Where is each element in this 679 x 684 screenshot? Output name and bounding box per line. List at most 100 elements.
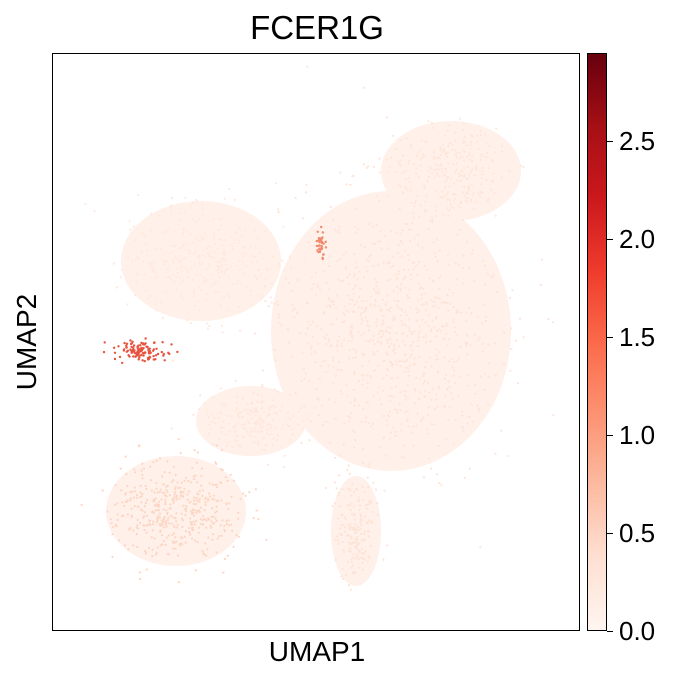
cell-point (431, 387, 434, 390)
hotspot-center (315, 244, 319, 248)
cell-point (354, 225, 357, 229)
cell-point (203, 279, 206, 282)
cell-point (419, 286, 422, 289)
cell-point (231, 445, 234, 448)
cell-point (310, 345, 313, 348)
cell-point (304, 333, 307, 336)
cell-point (386, 262, 389, 265)
cell-point (473, 174, 476, 177)
cell-point (159, 530, 162, 534)
cell-point (236, 435, 240, 438)
cell-point (473, 280, 476, 283)
cell-point (253, 421, 256, 424)
cell-point (233, 439, 236, 442)
cell-point (368, 557, 371, 560)
cell-point (501, 150, 504, 153)
cell-point (162, 526, 165, 529)
colorbar-tick-mark (607, 238, 613, 240)
cell-point (465, 342, 468, 345)
cell-point (382, 314, 385, 317)
cell-point (192, 499, 196, 502)
cell-point (332, 323, 335, 326)
cell-point (181, 297, 184, 300)
cell-point (477, 147, 480, 151)
cell-point (215, 519, 218, 522)
cell-point (380, 403, 383, 406)
cell-point (133, 486, 136, 489)
hotspot-left (141, 359, 144, 362)
cell-point (122, 514, 125, 517)
cell-point (363, 246, 366, 249)
cell-point (189, 533, 192, 536)
cell-point (206, 252, 209, 255)
cell-point (437, 387, 440, 390)
cell-point (462, 122, 465, 125)
cell-point (334, 481, 337, 484)
cell-point (380, 335, 383, 338)
cell-point (399, 232, 402, 235)
cell-point (398, 402, 401, 405)
cell-point (347, 357, 350, 360)
cell-point (405, 390, 408, 393)
cell-point (422, 476, 426, 479)
cell-point (257, 418, 260, 421)
hotspot-left (113, 351, 117, 354)
cell-point (234, 230, 237, 234)
cell-point (306, 65, 309, 68)
cell-point (192, 295, 195, 298)
cell-point (436, 173, 439, 176)
cell-point (353, 272, 356, 276)
cell-point (423, 264, 426, 267)
cell-point (259, 415, 262, 418)
cell-point (211, 420, 214, 423)
cell-point (207, 252, 211, 255)
cell-point (419, 330, 422, 333)
cell-point (365, 374, 368, 377)
cell-point (234, 434, 237, 437)
cell-point (361, 485, 364, 488)
cell-point (354, 207, 357, 210)
cell-point (445, 155, 448, 158)
cell-point (404, 411, 407, 414)
cell-point (205, 554, 208, 557)
cell-point (227, 441, 230, 444)
cell-point (145, 568, 148, 571)
cell-point (502, 363, 506, 366)
cell-point (350, 558, 353, 561)
hotspot-left (132, 346, 135, 349)
cell-point (375, 284, 378, 287)
hotspot-center (317, 239, 320, 242)
cell-point (342, 548, 345, 552)
cell-point (335, 230, 338, 233)
cell-point (343, 516, 346, 519)
cell-point (365, 339, 368, 342)
cell-point (421, 374, 424, 378)
cell-point (177, 258, 180, 261)
cell-point (462, 141, 465, 144)
cell-point (246, 408, 250, 412)
cell-point (351, 327, 354, 330)
cell-point (386, 341, 389, 345)
cell-point (397, 360, 401, 363)
cell-point (187, 275, 190, 278)
hotspot-left (167, 351, 170, 354)
cell-point (470, 312, 473, 315)
cell-point (397, 300, 400, 303)
cell-point (336, 345, 339, 348)
cell-point (455, 162, 458, 165)
cell-point (224, 476, 227, 479)
cell-point (353, 373, 356, 376)
cell-point (472, 207, 475, 210)
cell-point (399, 159, 402, 162)
cell-point (430, 467, 433, 470)
cell-point (444, 185, 447, 188)
cell-point (339, 171, 342, 174)
cell-point (390, 387, 393, 390)
hotspot-left (140, 341, 143, 345)
cell-point (222, 295, 225, 298)
cell-point (163, 263, 166, 266)
cell-point (243, 427, 247, 430)
cell-point (407, 228, 411, 231)
cell-point (390, 156, 393, 159)
cell-point (327, 364, 330, 367)
